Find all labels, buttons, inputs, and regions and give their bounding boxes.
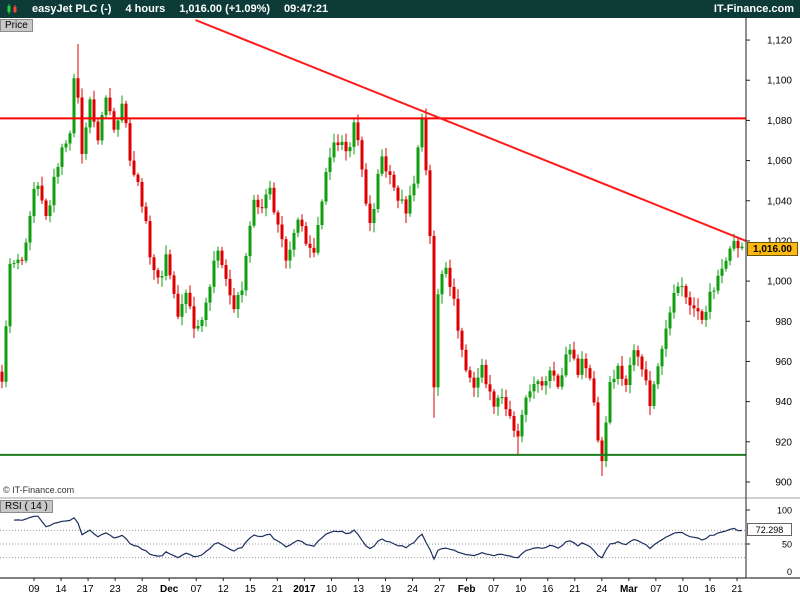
svg-text:100: 100 [777,506,792,516]
tab-price[interactable]: Price [0,19,33,32]
svg-text:28: 28 [137,584,149,595]
svg-text:21: 21 [569,584,581,595]
svg-text:24: 24 [596,584,608,595]
svg-text:920: 920 [775,437,792,448]
symbol-label: easyJet PLC (-) [32,3,112,15]
candlestick-series [0,44,744,476]
svg-text:21: 21 [731,584,743,595]
svg-text:13: 13 [353,584,365,595]
svg-text:17: 17 [83,584,95,595]
svg-text:900: 900 [775,477,792,488]
tab-rsi[interactable]: RSI ( 14 ) [0,500,53,513]
svg-text:1,040: 1,040 [767,196,792,207]
svg-text:Mar: Mar [620,584,638,595]
rsi-line [13,515,743,561]
chart-canvas[interactable]: 1,120 1,100 1,080 1,060 1,040 1,020 1,000 980 96… [0,18,800,600]
clock-label: 09:47:21 [284,3,329,15]
svg-text:07: 07 [191,584,203,595]
svg-text:0: 0 [787,567,792,577]
svg-text:1,060: 1,060 [767,156,792,167]
svg-text:14: 14 [55,584,67,595]
header-bar: easyJet PLC (-) 4 hours 1,016.00 (+1.09%… [0,0,800,18]
svg-text:09: 09 [28,584,40,595]
svg-text:24: 24 [407,584,419,595]
svg-text:1,020: 1,020 [767,236,792,247]
quote-label: 1,016.00 (+1.09%) [179,3,271,15]
time-axis[interactable]: 09 14 17 23 28 Dec 07 12 15 21 2017 10 13 19 24 27 Feb 07… [28,578,743,595]
last-price-badge: 1,016.00 [747,241,798,256]
svg-text:1,120: 1,120 [767,36,792,47]
svg-text:12: 12 [218,584,230,595]
candlestick-icon [6,3,18,15]
svg-text:10: 10 [515,584,527,595]
copyright-label: © IT-Finance.com [3,485,75,495]
descending-trendline [195,19,747,242]
svg-text:16: 16 [542,584,554,595]
price-axis[interactable]: 1,120 1,100 1,080 1,060 1,040 1,020 1,000 980 96… [745,18,792,578]
svg-text:10: 10 [677,584,689,595]
svg-text:23: 23 [110,584,122,595]
svg-text:21: 21 [272,584,284,595]
svg-text:07: 07 [650,584,662,595]
svg-text:10: 10 [326,584,338,595]
rsi-gridlines [0,529,746,559]
svg-text:07: 07 [488,584,500,595]
svg-text:27: 27 [434,584,446,595]
panel-separators [0,497,800,579]
svg-text:Feb: Feb [458,584,476,595]
svg-text:1,080: 1,080 [767,116,792,127]
svg-text:960: 960 [775,357,792,368]
svg-text:19: 19 [380,584,392,595]
svg-text:Dec: Dec [160,584,179,595]
svg-text:50: 50 [782,540,792,550]
svg-text:16: 16 [704,584,716,595]
svg-text:15: 15 [245,584,257,595]
svg-text:1,100: 1,100 [767,76,792,87]
svg-text:1,000: 1,000 [767,277,792,288]
brand-label: IT-Finance.com [713,3,794,15]
svg-text:980: 980 [775,317,792,328]
svg-text:940: 940 [775,397,792,408]
rsi-axis[interactable]: 100 50 0 [746,506,792,579]
timeframe-label: 4 hours [125,3,166,15]
rsi-value-badge: 72.298 [747,522,792,536]
svg-text:2017: 2017 [293,584,316,595]
